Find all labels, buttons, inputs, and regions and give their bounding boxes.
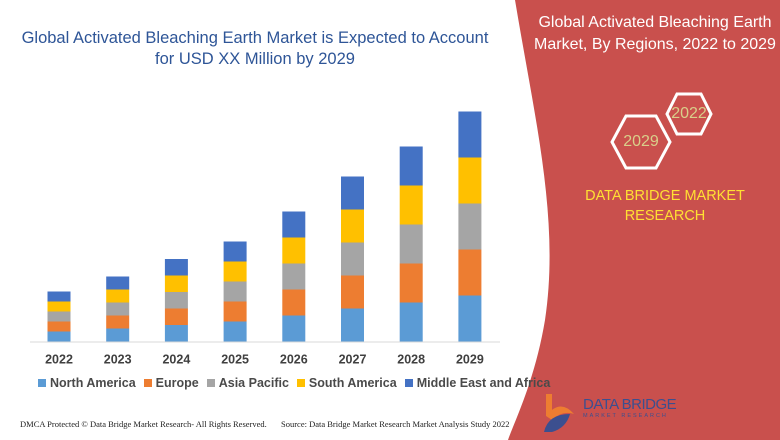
legend: North America Europe Asia Pacific South Ame…: [38, 376, 550, 390]
bar-segment-2024-north-america: [164, 325, 188, 342]
logo-text: DATA BRIDGE: [583, 396, 677, 413]
bar-segment-2027-middle-east-and-africa: [341, 176, 364, 210]
bar-segment-2028-asia-pacific: [399, 224, 423, 264]
brand-text: DATA BRIDGE MARKET RESEARCH: [585, 188, 745, 224]
bar-segment-2028-north-america: [399, 302, 423, 342]
bar-segment-2023-north-america: [106, 328, 130, 342]
bar-segment-2026-middle-east-and-africa: [282, 211, 306, 238]
bar-segment-2029-europe: [458, 249, 482, 296]
bar-segment-2025-middle-east-and-africa: [223, 241, 247, 262]
legend-item: North America: [38, 376, 136, 390]
bar-segment-2027-asia-pacific: [341, 242, 364, 276]
bar-segment-2028-middle-east-and-africa: [399, 146, 423, 186]
bar-segment-2024-south-america: [164, 275, 188, 292]
legend-label: Asia Pacific: [218, 376, 289, 390]
bar-segment-2028-south-america: [399, 185, 423, 225]
bar-segment-2025-europe: [223, 301, 247, 322]
bar-segment-2027-north-america: [341, 308, 364, 342]
x-tick-label: 2023: [104, 353, 132, 367]
x-tick-label: 2025: [221, 353, 249, 367]
legend-label: North America: [50, 376, 136, 390]
bar-segment-2029-north-america: [458, 295, 482, 342]
legend-item: Asia Pacific: [206, 376, 289, 390]
bar-segment-2027-south-america: [341, 209, 364, 243]
bar-segment-2022-europe: [47, 321, 71, 332]
legend-label: Middle East and Africa: [416, 376, 551, 390]
hex-end-year: 2029: [623, 133, 659, 150]
bar-segment-2023-south-america: [106, 289, 130, 303]
x-tick-label: 2027: [339, 353, 367, 367]
bar-segment-2029-asia-pacific: [458, 203, 482, 250]
dmca-notice: DMCA Protected © Data Bridge Market Rese…: [20, 419, 267, 429]
legend-swatch: [206, 379, 215, 387]
bar-segment-2025-south-america: [223, 261, 247, 282]
legend-label: Europe: [155, 376, 199, 390]
legend-swatch: [143, 379, 152, 387]
x-tick-label: 2029: [456, 353, 484, 367]
bar-segment-2025-asia-pacific: [223, 281, 247, 302]
bar-segment-2023-asia-pacific: [106, 302, 130, 316]
chart-title: Global Activated Bleaching Earth Market …: [21, 29, 489, 68]
bar-segment-2024-asia-pacific: [164, 292, 188, 309]
bar-segment-2024-middle-east-and-africa: [164, 259, 188, 276]
bar-segment-2025-north-america: [223, 321, 247, 342]
bar-segment-2022-middle-east-and-africa: [47, 291, 71, 302]
bar-segment-2022-asia-pacific: [47, 311, 71, 322]
side-panel-title: Global Activated Bleaching Earth Market,…: [534, 14, 776, 53]
bar-segment-2022-north-america: [47, 331, 71, 342]
legend-item: Middle East and Africa: [404, 376, 551, 390]
x-tick-label: 2022: [45, 353, 73, 367]
bar-segment-2026-north-america: [282, 315, 306, 342]
x-tick-label: 2028: [397, 353, 425, 367]
legend-swatch: [38, 379, 46, 387]
bar-segment-2029-middle-east-and-africa: [458, 111, 482, 158]
bar-segment-2023-middle-east-and-africa: [106, 276, 130, 290]
hexagon-2029: 2029: [610, 114, 672, 170]
x-tick-label: 2024: [162, 353, 190, 367]
bar-segment-2029-south-america: [458, 157, 482, 204]
data-bridge-logo-icon: [544, 394, 574, 432]
hexagon-2022: 2022: [665, 92, 713, 136]
bar-segment-2026-europe: [282, 289, 306, 316]
legend-label: South America: [308, 376, 397, 390]
hex-start-year: 2022: [671, 105, 707, 122]
legend-swatch: [296, 379, 305, 387]
legend-item: South America: [296, 376, 397, 390]
bar-segment-2026-asia-pacific: [282, 263, 306, 290]
legend-swatch: [404, 379, 413, 387]
source-note: Source: Data Bridge Market Research Mark…: [281, 419, 510, 429]
bar-segment-2026-south-america: [282, 237, 306, 264]
bar-segment-2027-europe: [341, 275, 364, 309]
bar-segment-2022-south-america: [47, 301, 71, 312]
legend-item: Europe: [143, 376, 199, 390]
logo-subtext: MARKET RESEARCH: [583, 413, 668, 419]
x-tick-label: 2026: [280, 353, 308, 367]
bar-segment-2028-europe: [399, 263, 423, 303]
bar-segment-2023-europe: [106, 315, 130, 329]
bar-segment-2024-europe: [164, 308, 188, 325]
